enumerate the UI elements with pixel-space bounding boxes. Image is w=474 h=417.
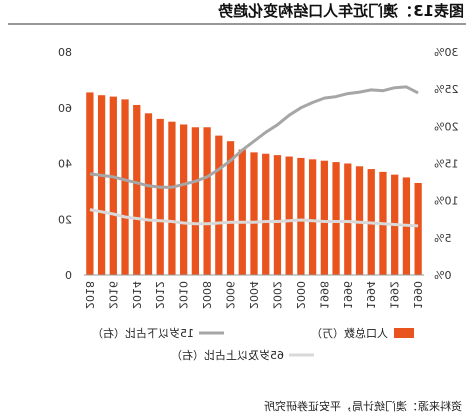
line-series-2 [89, 208, 419, 228]
x-tick-label-2010: 2010 [177, 281, 190, 309]
bar-2017 [97, 95, 106, 275]
bar-1997 [332, 162, 340, 275]
left-axis-tick-0: 0% [434, 269, 451, 282]
right-axis-tick-0: 0 [65, 269, 72, 282]
left-axis-tick-1: 5% [434, 232, 451, 245]
bar-1996 [344, 163, 352, 275]
legend: 人口总数（万） 15岁以下占比（右） 65岁及以上占比（右） [92, 326, 414, 362]
bar-2015 [121, 99, 129, 275]
left-axis-tick-2: 10% [434, 195, 458, 208]
x-tick-label-2018: 2018 [83, 281, 96, 309]
x-tick-label-1994: 1994 [364, 281, 377, 309]
legend-label-under15: 15岁以下占比（右） [92, 326, 194, 340]
bar-2006 [226, 141, 235, 275]
bar-1998 [320, 160, 328, 275]
x-tick-label-2006: 2006 [224, 281, 237, 309]
x-tick-label-1998: 1998 [317, 281, 330, 309]
right-axis-tick-80: 80 [58, 46, 72, 59]
bar-1999 [308, 159, 317, 275]
source-note: 资料来源：澳门统计局，平安证券研究所 [264, 399, 462, 413]
right-axis-tick-20: 20 [58, 213, 72, 226]
right-axis-tick-40: 40 [58, 158, 72, 171]
x-tick-label-2012: 2012 [153, 281, 166, 309]
bar-2009 [191, 127, 200, 275]
x-tick-label-1992: 1992 [388, 281, 401, 309]
left-axis-tick-6: 30% [434, 46, 458, 59]
left-axis-tick-5: 25% [434, 83, 458, 96]
x-tick-label-2002: 2002 [270, 281, 283, 309]
bar-2008 [203, 127, 211, 275]
bar-2011 [168, 121, 176, 275]
bar-2004 [250, 152, 258, 275]
plot-area: 1990199219941996199820002002200420062008… [58, 46, 458, 309]
bar-2010 [180, 124, 188, 275]
x-tick-label-2004: 2004 [247, 281, 260, 309]
line-series-1 [89, 85, 419, 189]
bar-2012 [156, 118, 164, 276]
bar-2005 [238, 149, 246, 275]
bar-2014 [133, 104, 141, 276]
bar-1995 [355, 166, 364, 275]
bar-2016 [109, 96, 117, 275]
bar-1990 [414, 183, 422, 275]
bar-2001 [285, 156, 293, 275]
bar-2018 [86, 92, 94, 275]
left-axis-tick-4: 20% [434, 120, 458, 133]
bar-2002 [273, 155, 282, 275]
right-axis-tick-60: 60 [58, 102, 72, 115]
bar-2000 [297, 157, 305, 275]
bar-2013 [144, 113, 153, 275]
x-tick-label-1996: 1996 [341, 281, 354, 309]
chart-title: 图表13：澳门近年人口结构变化趋势 [218, 2, 464, 20]
legend-swatch-population [394, 328, 414, 338]
bar-2007 [215, 135, 223, 275]
left-axis-tick-3: 15% [434, 158, 458, 171]
bar-2003 [262, 153, 270, 275]
x-tick-label-2014: 2014 [130, 281, 143, 309]
x-tick-label-1990: 1990 [411, 281, 424, 309]
legend-label-over65: 65岁及以上占比（右） [171, 348, 284, 362]
x-tick-label-2000: 2000 [294, 281, 307, 309]
x-tick-label-2016: 2016 [106, 281, 119, 309]
x-tick-label-2008: 2008 [200, 281, 213, 309]
legend-label-population: 人口总数（万） [311, 326, 388, 340]
